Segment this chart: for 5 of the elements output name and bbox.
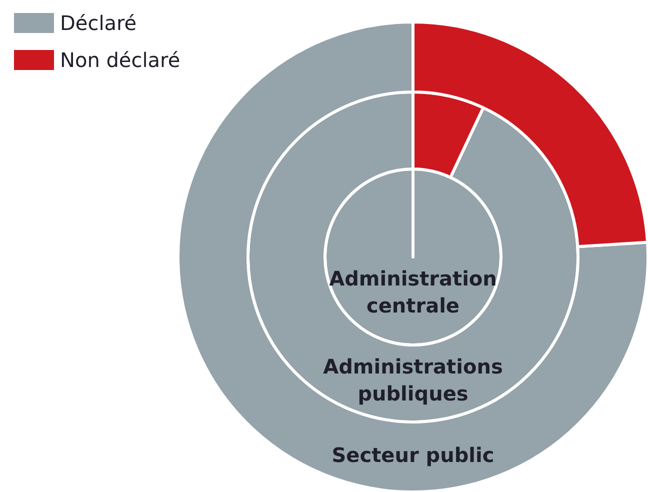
slice-label: Administration centrale (329, 266, 497, 318)
legend-label: Déclaré (60, 11, 137, 35)
slice-label: Secteur public (332, 443, 494, 467)
slice-label: Administrations publiques (323, 354, 503, 406)
legend-label: Non déclaré (60, 48, 180, 72)
